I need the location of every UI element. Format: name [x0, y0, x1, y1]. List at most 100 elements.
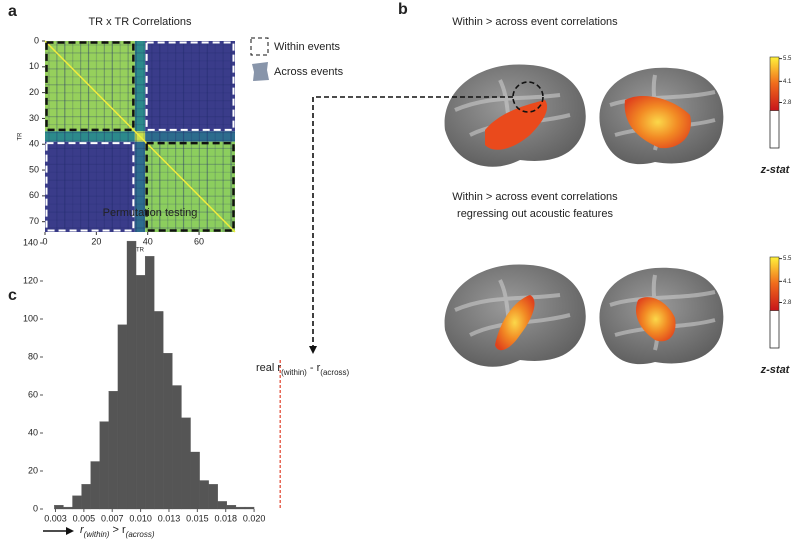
y-tick-label: 40: [28, 427, 38, 437]
x-tick-label: 20: [91, 236, 101, 246]
panel-label: c: [8, 287, 17, 304]
x-tick-label: 0.003: [44, 513, 67, 523]
y-tick-label: 120: [23, 275, 38, 285]
x-tick-label: 0.020: [243, 513, 266, 523]
panel-label: b: [398, 1, 408, 18]
histogram-bar: [163, 353, 173, 510]
legend-label: Across events: [274, 66, 344, 78]
histogram-bar: [108, 391, 119, 510]
text-part: (across): [320, 368, 349, 377]
y-tick-label: 20: [28, 465, 38, 475]
colorbar-tick-label: 2.8: [783, 100, 792, 106]
axis-arrowhead: [66, 527, 74, 535]
y-axis-label: TR: [18, 132, 24, 141]
histogram-bar: [90, 461, 100, 510]
heatmap-cell: [145, 41, 235, 132]
histogram-bar: [208, 484, 218, 510]
histogram-bar: [81, 484, 91, 510]
text-part: -: [307, 362, 317, 374]
chart-title: Permutation testing: [103, 207, 198, 219]
histogram-bar: [181, 417, 191, 510]
y-tick-label: 70: [29, 216, 39, 226]
text-part: r: [80, 524, 85, 536]
text-part: (within): [281, 368, 307, 377]
brain: [599, 67, 724, 165]
connector: [312, 81, 544, 348]
brain: [444, 264, 586, 367]
x-tick-label: 0.013: [158, 513, 181, 523]
colorbar-label: z-stat: [760, 364, 791, 376]
x-tick-label: 0: [42, 236, 47, 246]
colorbar-tick-label: 2.8: [783, 300, 792, 306]
y-tick-label: 140: [23, 237, 38, 247]
x-tick-label: 0.010: [129, 513, 152, 523]
arrowhead: [309, 346, 317, 354]
x-axis-label: r(within) > r(across): [80, 524, 155, 539]
map-title: Within > across event correlations: [452, 191, 618, 203]
histogram-bar: [99, 421, 109, 510]
y-tick-label: 60: [28, 389, 38, 399]
map-title: regressing out acoustic features: [457, 208, 613, 220]
histogram-bar: [135, 275, 146, 510]
x-axis-label: TR: [136, 248, 145, 254]
y-tick-label: 50: [29, 164, 39, 174]
text-part: r: [317, 362, 321, 374]
heatmap-cell: [134, 41, 146, 132]
histogram-bar: [72, 495, 82, 510]
histogram-bar: [199, 480, 209, 510]
brain-images: [444, 64, 724, 367]
colorbar-tick-label: 4.1: [783, 279, 792, 285]
x-tick-label: 0.005: [73, 513, 96, 523]
y-tick-label: 80: [28, 351, 38, 361]
y-tick-label: 60: [29, 190, 39, 200]
histogram-bar: [235, 506, 246, 510]
reference-label: real r(within) - r(across): [256, 362, 350, 377]
y-tick-label: 40: [29, 139, 39, 149]
legend-swatch: [252, 62, 269, 81]
colorbar-tick-label: 4.1: [783, 79, 792, 85]
x-tick-label: 0.007: [101, 513, 124, 523]
heatmap-cell: [45, 131, 135, 142]
histogram-bar: [126, 240, 137, 510]
colorbar-below: [769, 310, 780, 349]
colorbar-tick-label: 5.5: [783, 256, 792, 262]
histogram-bar: [54, 505, 64, 510]
chart-title: TR x TR Correlations: [88, 16, 192, 28]
heatmap-cell: [134, 141, 146, 232]
colorbar: [770, 257, 779, 311]
y-tick-label: 30: [29, 113, 39, 123]
y-tick-label: 0: [33, 503, 38, 513]
colorbar-tick-label: 5.5: [783, 56, 792, 62]
diagonal: [44, 40, 236, 233]
colorbar-label: z-stat: [760, 164, 791, 176]
histogram-bar: [154, 311, 164, 510]
heatmap-cell: [45, 141, 135, 232]
legend-label: Within events: [274, 41, 341, 53]
y-tick-label: 100: [23, 313, 38, 323]
colorbar: [770, 57, 779, 111]
x-tick-label: 0.015: [186, 513, 209, 523]
y-tick-label: 10: [29, 61, 39, 71]
histogram-bar: [63, 506, 73, 510]
brain: [444, 64, 586, 167]
x-tick-label: 0.018: [214, 513, 237, 523]
histogram-bar: [217, 501, 228, 510]
x-tick-label: 40: [143, 236, 153, 246]
legend-swatch: [250, 37, 269, 56]
x-tick-label: 60: [194, 236, 204, 246]
brain: [599, 267, 724, 365]
histogram-bar: [144, 256, 155, 510]
y-tick-label: 0: [34, 35, 39, 45]
histogram-bar: [190, 451, 200, 510]
histogram-bar: [226, 505, 237, 510]
histogram-bar: [117, 324, 128, 510]
colorbar-below: [769, 110, 780, 149]
heatmap-cell: [145, 131, 235, 142]
text-part: (within): [84, 530, 110, 539]
histogram-bar: [244, 506, 255, 510]
y-tick-label: 20: [29, 87, 39, 97]
histogram-bar: [172, 385, 182, 510]
text-part: (across): [126, 530, 155, 539]
text-part: real r: [256, 362, 281, 374]
panel-label: a: [8, 3, 17, 20]
